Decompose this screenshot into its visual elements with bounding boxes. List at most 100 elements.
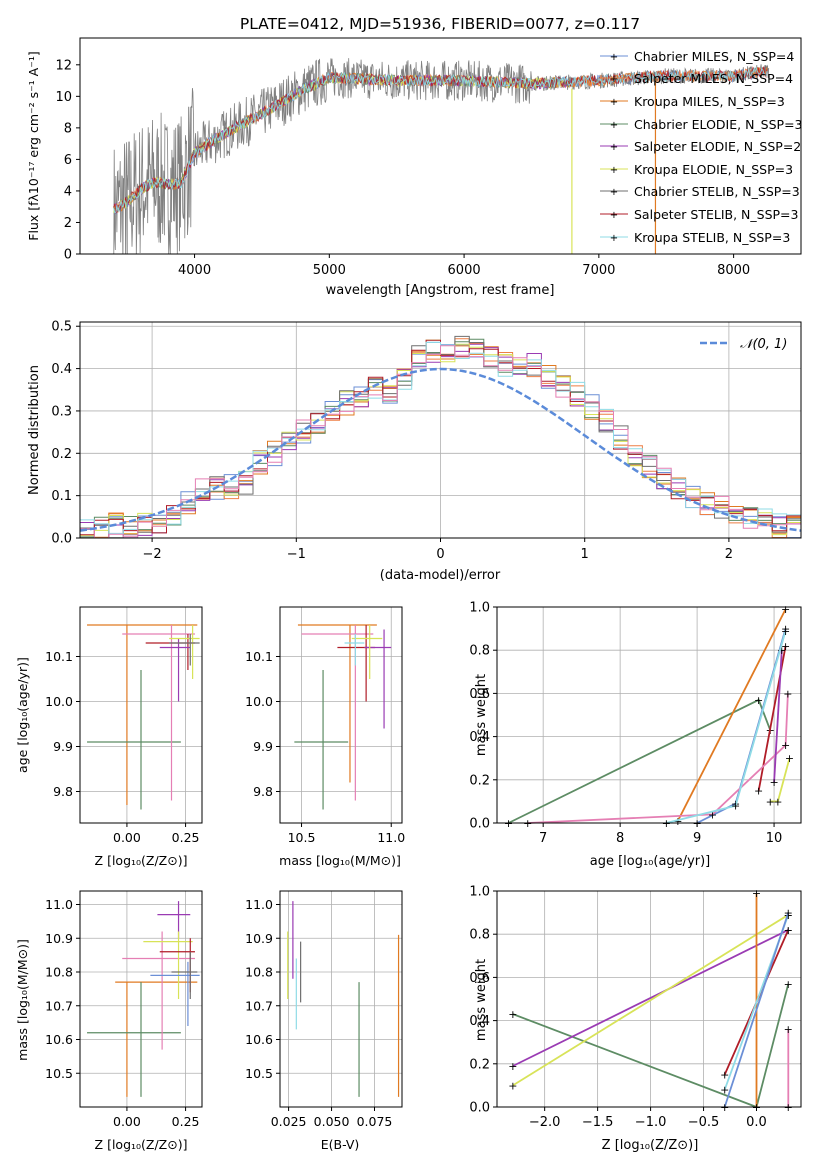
age-z-y-label: age [log₁₀(age/yr)] xyxy=(15,657,30,773)
panel-frame xyxy=(279,606,403,824)
tick-label: 10 xyxy=(55,90,72,105)
tick-label: 7 xyxy=(539,831,547,846)
residuals-panel: −2 −1 0 1 2 0.0 0.1 0.2 0.3 0.4 0.5 (data-model)/… xyxy=(27,320,802,583)
tick-label: 0.00 xyxy=(113,830,141,845)
tick-label: 0.25 xyxy=(172,1114,200,1129)
tick-label: 0.0 xyxy=(469,817,490,832)
tick-label: 0 xyxy=(64,248,72,263)
pink-model-line xyxy=(527,693,789,824)
tick-label: 0.2 xyxy=(469,773,490,788)
chabrier-elodie-line xyxy=(508,698,772,824)
tick-label: 10.9 xyxy=(45,931,73,946)
weight-vs-age-panel: ++++++++++++++++++++++7 8 9 100.00.20.40.60… xyxy=(469,601,802,846)
tick-label: 0 xyxy=(436,547,444,562)
kroupa-stelib-marker: + xyxy=(781,625,790,638)
tick-label: 10.1 xyxy=(45,649,73,664)
tick-label: −2 xyxy=(143,547,162,562)
tick-label: 8000 xyxy=(717,263,750,278)
tick-label: 0.00 xyxy=(113,1114,141,1129)
tick-label: −1.5 xyxy=(582,1115,614,1130)
chabrier-miles-marker: + xyxy=(784,907,793,920)
kroupa-elodie-line xyxy=(512,914,789,1087)
tick-label: 0.5 xyxy=(51,320,72,335)
kroupa-miles-marker: + xyxy=(781,603,790,616)
histogram-step-9 xyxy=(80,345,801,539)
salpeter-elodie-line xyxy=(773,650,783,783)
tick-label: 6000 xyxy=(448,263,481,278)
legend-entry-3: Chabrier ELODIE, N_SSP=3 xyxy=(634,117,803,132)
tick-label: 9.8 xyxy=(253,784,273,799)
tick-label: 0.6 xyxy=(469,687,490,702)
residuals-y-label: Normed distribution xyxy=(27,365,42,495)
tick-label: 0.050 xyxy=(314,1114,350,1129)
pink-model-marker: + xyxy=(783,687,792,700)
legend-entry-6: Chabrier STELIB, N_SSP=3 xyxy=(634,184,800,199)
tick-label: 11.0 xyxy=(245,897,273,912)
spectrum-legend: Chabrier MILES, N_SSP=4 Salpeter MILES, … xyxy=(600,49,803,245)
tick-label: 0.0 xyxy=(469,1101,490,1116)
weight-age-x-label: age [log₁₀(age/yr)] xyxy=(590,854,711,869)
tick-label: 0.8 xyxy=(469,644,490,659)
tick-label: 9.8 xyxy=(53,784,73,799)
tick-label: 10.1 xyxy=(245,649,273,664)
tick-label: −2.0 xyxy=(529,1115,561,1130)
tick-label: 0.2 xyxy=(469,1057,490,1072)
legend-marker-0: + xyxy=(610,52,618,63)
age-z-x-label: Z [log₁₀(Z/Z⊙)] xyxy=(95,853,188,868)
kroupa-miles-marker: + xyxy=(673,815,682,828)
tick-label: 8 xyxy=(64,121,72,136)
chabrier-elodie-marker: + xyxy=(784,978,793,991)
mass-ebv-x-label: E(B-V) xyxy=(321,1137,360,1152)
kroupa-stelib-line xyxy=(666,630,787,824)
salpeter-elodie-marker: + xyxy=(508,1060,517,1073)
tick-label: 1.0 xyxy=(469,885,490,900)
tick-label: 0.25 xyxy=(172,830,200,845)
tick-label: −0.5 xyxy=(688,1115,720,1130)
tick-label: 0.4 xyxy=(469,730,490,745)
weight-vs-z-panel: +++++++++++++++++−2.0 −1.5 −1.0 −0.5 0.00.00… xyxy=(469,885,802,1130)
legend-entry-4: Salpeter ELODIE, N_SSP=2 xyxy=(634,139,801,154)
tick-label: 1.0 xyxy=(469,601,490,616)
tick-label: 0.2 xyxy=(51,447,72,462)
residuals-x-ticks: −2 −1 0 1 2 xyxy=(143,538,733,562)
kroupa-miles-marker: + xyxy=(752,887,761,900)
salpeter-elodie-marker: + xyxy=(769,776,778,789)
panel-frame xyxy=(496,890,802,1108)
spectrum-plot-area xyxy=(113,58,770,254)
kroupa-stelib-marker: + xyxy=(720,1084,729,1097)
kroupa-elodie-marker: + xyxy=(773,795,782,808)
tick-label: 0.3 xyxy=(51,404,72,419)
normal-legend-label: 𝒩(0, 1) xyxy=(740,337,787,352)
kroupa-stelib-marker: + xyxy=(731,800,740,813)
tick-label: 4 xyxy=(64,184,72,199)
chabrier-elodie-marker: + xyxy=(508,1008,517,1021)
tick-label: 11.0 xyxy=(377,830,405,845)
salpeter-stelib-marker: + xyxy=(720,1069,729,1082)
legend-entry-0: Chabrier MILES, N_SSP=4 xyxy=(634,49,794,64)
legend-marker-5: + xyxy=(610,165,618,176)
pink-model-marker: + xyxy=(708,808,717,821)
tick-label: 11.0 xyxy=(45,897,73,912)
tick-label: 0.075 xyxy=(357,1114,393,1129)
panel-frame xyxy=(79,890,203,1108)
residuals-x-label: (data-model)/error xyxy=(380,568,501,583)
tick-label: 6 xyxy=(64,153,72,168)
weight-z-y-label: mass weight xyxy=(474,959,489,1041)
tick-label: 0.6 xyxy=(469,971,490,986)
tick-label: −1.0 xyxy=(635,1115,667,1130)
tick-label: 0.0 xyxy=(746,1115,767,1130)
spectrum-x-ticks: 4000 5000 6000 7000 8000 xyxy=(178,254,750,278)
spectrum-frame xyxy=(79,37,802,255)
salpeter-elodie-line xyxy=(512,929,789,1067)
spectrum-panel: PLATE=0412, MJD=51936, FIBERID=0077, z=0… xyxy=(26,15,803,298)
kroupa-elodie-marker: + xyxy=(785,752,794,765)
legend-marker-2: + xyxy=(610,97,618,108)
tick-label: 10.5 xyxy=(245,1066,273,1081)
panel-frame xyxy=(79,606,203,824)
spectrum-y-ticks: 0 2 4 6 8 10 12 xyxy=(55,58,80,263)
tick-label: 9 xyxy=(693,831,701,846)
tick-label: 10.5 xyxy=(288,830,316,845)
kroupa-elodie-marker: + xyxy=(766,795,775,808)
chabrier-miles-marker: + xyxy=(781,623,790,636)
